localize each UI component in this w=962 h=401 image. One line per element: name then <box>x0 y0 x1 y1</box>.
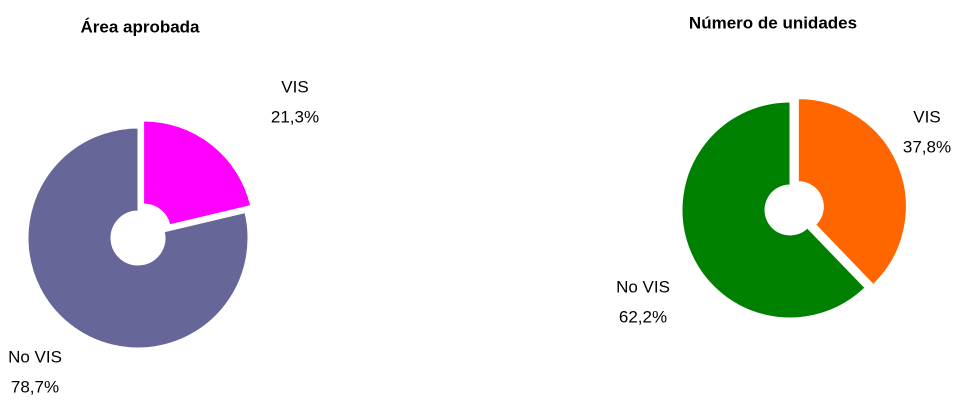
value-label: 78,7% <box>11 377 59 396</box>
chart-title: Número de unidades <box>689 13 857 32</box>
value-label: 21,3% <box>271 107 319 126</box>
chart-title: Área aprobada <box>80 17 200 36</box>
value-label: 62,2% <box>619 307 667 326</box>
value-label: 37,8% <box>903 137 951 156</box>
slice-label: No VIS <box>616 277 670 296</box>
slice-label: VIS <box>913 107 940 126</box>
slice-label: No VIS <box>8 347 62 366</box>
slice <box>681 101 866 319</box>
slice-label: VIS <box>281 77 308 96</box>
slice <box>143 120 252 226</box>
slice <box>27 127 249 349</box>
slice <box>797 98 907 286</box>
